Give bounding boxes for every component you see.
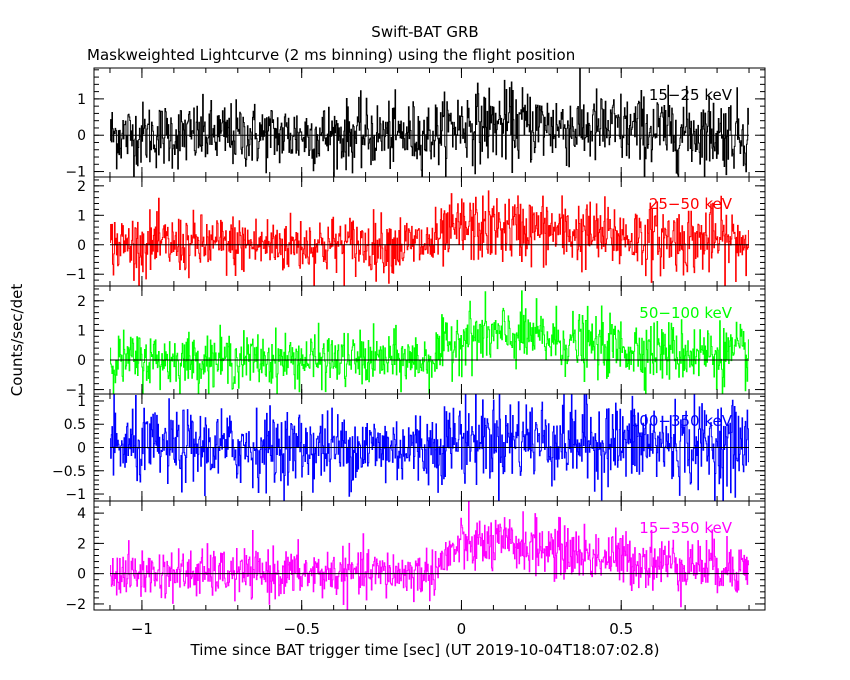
y-tick-label: 1 bbox=[77, 394, 86, 410]
y-tick-label: 1 bbox=[77, 208, 86, 224]
panel-3: −1 −0.5 0 0.5 1 100−350 keV bbox=[52, 393, 766, 503]
y-tick-label: −1 bbox=[65, 487, 86, 503]
y-axis-label: Counts/sec/det bbox=[8, 284, 26, 397]
y-tick-label: −1 bbox=[65, 383, 86, 399]
band-label-0: 15−25 keV bbox=[649, 86, 733, 104]
panel-4: −2 0 2 4 15−350 keV bbox=[65, 500, 766, 613]
y-tick-label: 1 bbox=[77, 323, 86, 339]
panel-1: −1 0 1 2 25−50 keV bbox=[65, 176, 766, 287]
y-tick-label: 4 bbox=[77, 506, 86, 522]
y-tick-label: 0 bbox=[77, 567, 86, 583]
y-tick-label: −1 bbox=[65, 165, 86, 181]
y-tick-label: 0.5 bbox=[64, 417, 86, 433]
chart-subtitle: Maskweighted Lightcurve (2 ms binning) u… bbox=[87, 46, 575, 64]
y-tick-label: 0 bbox=[77, 353, 86, 369]
x-tick-label: 0.5 bbox=[609, 620, 633, 638]
x-tick-label: −1 bbox=[131, 620, 153, 638]
band-label-2: 50−100 keV bbox=[639, 304, 732, 322]
y-tick-label: −1 bbox=[65, 267, 86, 283]
y-tick-label: 2 bbox=[77, 179, 86, 195]
chart-title: Swift-BAT GRB bbox=[371, 23, 478, 41]
series-line-2 bbox=[110, 290, 749, 394]
series-line-0 bbox=[110, 68, 749, 177]
panels-group: −1 0 1 15−25 keV −1 0 1 2 25−50 keV −1 0 1 2 50−100 k… bbox=[52, 67, 766, 638]
x-tick-label: 0 bbox=[457, 620, 467, 638]
y-tick-label: −2 bbox=[65, 597, 86, 613]
y-tick-label: 2 bbox=[77, 294, 86, 310]
y-tick-label: 2 bbox=[77, 536, 86, 552]
x-tick-label: −0.5 bbox=[283, 620, 319, 638]
series-line-1 bbox=[110, 190, 749, 286]
band-label-1: 25−50 keV bbox=[649, 195, 733, 213]
band-label-3: 100−350 keV bbox=[630, 412, 733, 430]
y-tick-label: 0 bbox=[77, 441, 86, 457]
y-tick-label: 1 bbox=[77, 92, 86, 108]
y-tick-label: 0 bbox=[77, 238, 86, 254]
series-line-4 bbox=[110, 501, 749, 610]
x-axis-label: Time since BAT trigger time [sec] (UT 20… bbox=[190, 641, 660, 659]
panel-0: −1 0 1 15−25 keV bbox=[65, 67, 766, 181]
band-label-4: 15−350 keV bbox=[639, 519, 732, 537]
y-tick-label: −0.5 bbox=[52, 464, 86, 480]
panel-2: −1 0 1 2 50−100 keV bbox=[65, 285, 766, 399]
y-tick-label: 0 bbox=[77, 128, 86, 144]
